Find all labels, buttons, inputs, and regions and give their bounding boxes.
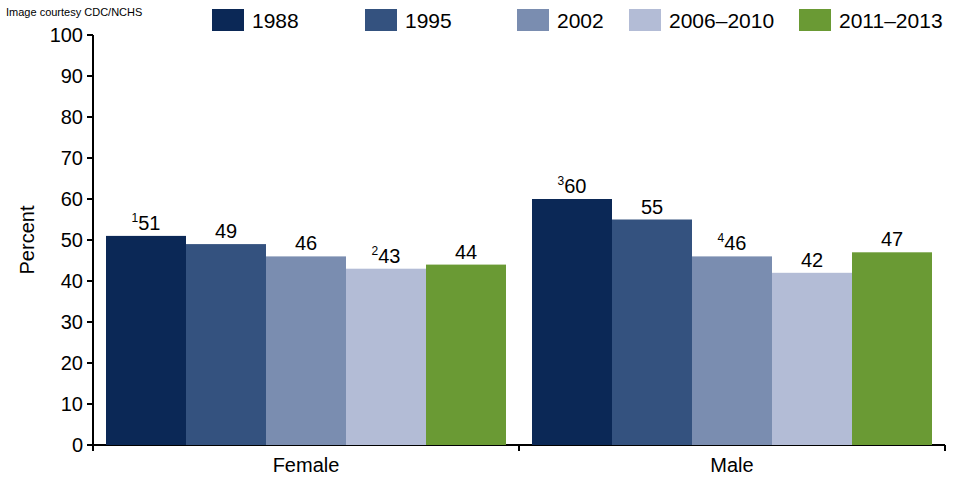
data-label-value: 51 [138, 212, 160, 234]
y-tick-label: 20 [61, 352, 83, 374]
chart-container: Image courtesy CDC/NCHS 1988 1995 2002 2006–… [0, 0, 970, 485]
bar [772, 273, 852, 445]
data-labels: 151360495546446243424447 [132, 174, 904, 271]
y-tick [87, 34, 93, 36]
x-boundary-tick [92, 445, 94, 451]
y-tick-label: 0 [72, 434, 83, 456]
bar [186, 244, 266, 445]
y-tick [87, 362, 93, 364]
annotation: Image courtesy CDC/NCHS [6, 6, 142, 18]
data-label: 44 [455, 241, 477, 263]
y-tick-label: 100 [50, 24, 83, 46]
data-label-value: 46 [724, 232, 746, 254]
y-tick [87, 280, 93, 282]
legend-swatch [799, 9, 831, 31]
bar [612, 220, 692, 446]
legend-swatch [212, 9, 244, 31]
x-tick-label: Male [710, 454, 753, 476]
y-tick-label: 90 [61, 65, 83, 87]
y-tick [87, 75, 93, 77]
y-tick-label: 70 [61, 147, 83, 169]
bar [692, 256, 772, 445]
data-label: 46 [295, 232, 317, 254]
y-tick-label: 80 [61, 106, 83, 128]
bar [852, 252, 932, 445]
y-tick [87, 403, 93, 405]
y-tick-label: 40 [61, 270, 83, 292]
y-axis: 0 10 20 30 40 50 60 70 80 90 100 [50, 24, 93, 456]
legend-item: 1995 [365, 9, 452, 32]
data-label: 243 [372, 244, 401, 267]
data-label: 47 [881, 228, 903, 250]
legend-swatch [629, 9, 661, 31]
legend-item: 2006–2010 [629, 9, 774, 32]
legend-item: 2002 [517, 9, 604, 32]
chart-svg: Image courtesy CDC/NCHS 1988 1995 2002 2006–… [0, 0, 970, 485]
data-label: 446 [718, 231, 747, 254]
legend-label: 1988 [252, 9, 299, 32]
legend-label: 2011–2013 [839, 9, 943, 32]
data-label-value: 60 [564, 175, 586, 197]
y-tick [87, 198, 93, 200]
legend-item: 2011–2013 [799, 9, 943, 32]
legend-label: 2002 [557, 9, 604, 32]
legend-label: 2006–2010 [669, 9, 774, 32]
y-axis-label: Percent [16, 205, 38, 274]
legend-swatch [365, 9, 397, 31]
data-label: 49 [215, 220, 237, 242]
y-tick-label: 60 [61, 188, 83, 210]
y-tick [87, 239, 93, 241]
x-axis: Female Male [93, 445, 945, 476]
y-tick [87, 116, 93, 118]
data-label: 151 [132, 211, 161, 234]
bar [106, 236, 186, 445]
legend-label: 1995 [405, 9, 452, 32]
bars [106, 199, 932, 445]
x-boundary-tick [518, 445, 520, 451]
legend-item: 1988 [212, 9, 299, 32]
bar [426, 265, 506, 445]
data-label-value: 43 [378, 245, 400, 267]
data-label: 42 [801, 249, 823, 271]
y-tick-label: 50 [61, 229, 83, 251]
x-boundary-tick [944, 445, 946, 451]
legend-swatch [517, 9, 549, 31]
y-tick [87, 321, 93, 323]
bar [266, 256, 346, 445]
y-tick-label: 10 [61, 393, 83, 415]
bar [346, 269, 426, 445]
y-tick-label: 30 [61, 311, 83, 333]
y-tick [87, 157, 93, 159]
data-label: 360 [558, 174, 587, 197]
x-tick-label: Female [273, 454, 340, 476]
data-label: 55 [641, 196, 663, 218]
bar [532, 199, 612, 445]
